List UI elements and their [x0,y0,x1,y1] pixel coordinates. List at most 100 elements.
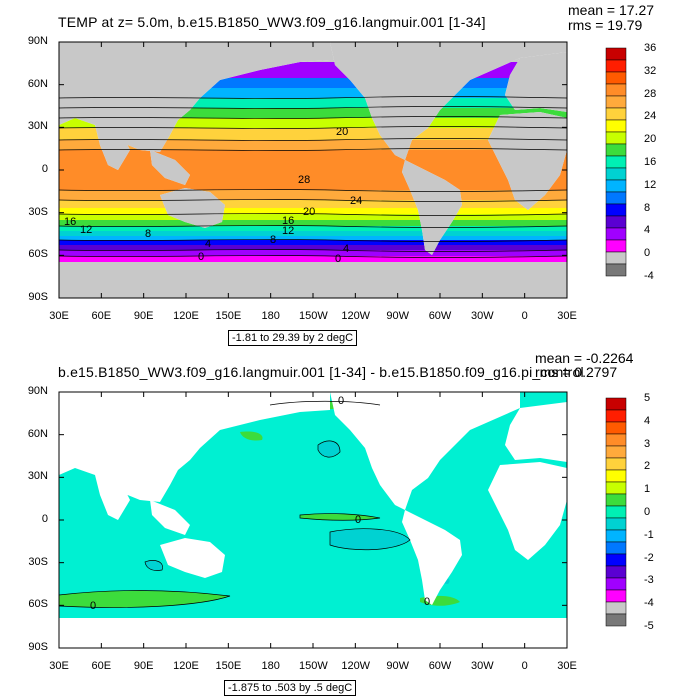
lat-tick-label: 90N [27,35,48,47]
panel1-contour-label: 4 [343,243,350,255]
colorbar-swatch [605,493,627,507]
colorbar-label: 0 [644,247,651,260]
colorbar-swatch [605,95,627,109]
colorbar-label: 1 [644,483,651,496]
lon-tick-label: 60W [428,310,452,322]
panel2-mean: mean = -0.2264 [535,350,634,366]
lon-tick-label: 30E [557,660,577,672]
colorbar-label: -5 [644,620,654,632]
colorbar-swatch [605,433,627,447]
lon-tick-label: 90E [133,310,154,322]
colorbar-swatch [605,107,627,121]
colorbar-swatch [605,83,627,97]
lat-tick-label: 30S [28,205,48,218]
colorbar-swatch [605,421,627,435]
panel2-contour-label: 0 [338,395,345,407]
colorbar-swatch [605,227,627,241]
colorbar-swatch [605,445,627,459]
lon-tick-label: 60W [428,660,452,672]
panel1-sst-field [59,42,567,298]
lat-tick-label: 60N [27,427,48,440]
colorbar-swatch [605,613,627,627]
panel2-contour-label: 0 [424,596,431,608]
panel1-contour-label: 12 [282,225,295,237]
panel2-diff-field [59,392,567,648]
panel2-title: b.e15.B1850_WW3.f09_g16.langmuir.001 [1-… [58,364,584,380]
lat-tick-label: 30S [28,555,48,568]
colorbar-swatch [605,397,627,411]
lon-tick-label: 180 [261,660,280,672]
panel1-contour-label: 20 [336,126,349,138]
panel1-rms: rms = 19.79 [568,17,643,33]
colorbar-swatch [605,179,627,193]
lon-tick-label: 90W [386,310,409,322]
colorbar-swatch [605,601,627,615]
colorbar-swatch [605,553,627,567]
lon-tick-label: 90E [133,660,154,672]
lon-tick-label: 180 [261,310,280,322]
colorbar-swatch [605,589,627,603]
lon-tick-label: 120W [341,310,371,322]
lon-tick-label: 0 [521,660,528,672]
colorbar-swatch [605,191,627,205]
colorbar-swatch [605,481,627,495]
colorbar-swatch [605,71,627,85]
lon-tick-label: 120E [173,660,199,672]
colorbar-swatch [605,203,627,217]
panel1-mean: mean = 17.27 [568,2,655,18]
colorbar-swatch [605,565,627,579]
colorbar-swatch [605,505,627,519]
colorbar-label: 5 [644,392,651,404]
colorbar-label: 2 [644,460,651,473]
colorbar-swatch [605,517,627,531]
panel1-contour-label: 28 [298,174,311,186]
panel1-contour-label: 0 [198,251,205,263]
lon-tick-label: 60E [91,310,112,322]
panel2-contour-label: 0 [90,600,97,612]
lon-tick-label: 30E [49,310,69,322]
colorbar-label: 32 [644,64,657,77]
panel1-contour-label: 12 [80,224,93,236]
colorbar-swatch [605,155,627,169]
colorbar-swatch [605,577,627,591]
lat-tick-label: 90S [28,291,48,303]
lat-tick-label: 0 [41,163,48,175]
panel1-contour-label: 4 [205,238,212,250]
lon-tick-label: 90W [386,660,409,672]
colorbar-label: 12 [644,178,657,191]
panel2-range-label: -1.875 to .503 by .5 degC [224,680,357,696]
colorbar-swatch [605,541,627,555]
panel1-contour-label: 0 [335,253,342,265]
lon-tick-label: 150W [299,310,328,322]
panel1-contour-label: 16 [282,215,295,227]
lat-tick-label: 60S [28,598,48,611]
lon-tick-label: 30W [471,310,494,322]
colorbar-swatch [605,529,627,543]
colorbar-label: -3 [644,574,654,587]
lat-tick-label: 60S [28,248,48,261]
colorbar-swatch [605,469,627,483]
lat-tick-label: 30N [27,120,48,133]
colorbar-label: 3 [644,437,651,450]
panel1-contour-label: 8 [145,228,152,240]
panel1-range-label: -1.81 to 29.39 by 2 degC [228,330,358,346]
colorbar-label: 8 [644,201,651,214]
lon-tick-label: 30W [471,660,494,672]
lat-tick-label: 0 [41,513,48,525]
colorbar-label: 4 [644,224,651,237]
colorbar-swatch [605,409,627,423]
colorbar-label: -4 [644,597,654,610]
lat-tick-label: 90S [28,641,48,653]
colorbar-swatch [605,59,627,73]
colorbar-swatch [605,457,627,471]
lon-tick-label: 150E [215,310,242,322]
colorbar-label: 4 [644,414,651,427]
colorbar-swatch [605,143,627,157]
colorbar-swatch [605,119,627,133]
colorbar-swatch [605,251,627,265]
panel1-contour-label: 8 [270,234,277,246]
lat-tick-label: 30N [27,470,48,483]
colorbar-label: 24 [644,110,657,123]
lon-tick-label: 120E [173,310,199,322]
panel1-contour-label: 20 [303,206,316,218]
